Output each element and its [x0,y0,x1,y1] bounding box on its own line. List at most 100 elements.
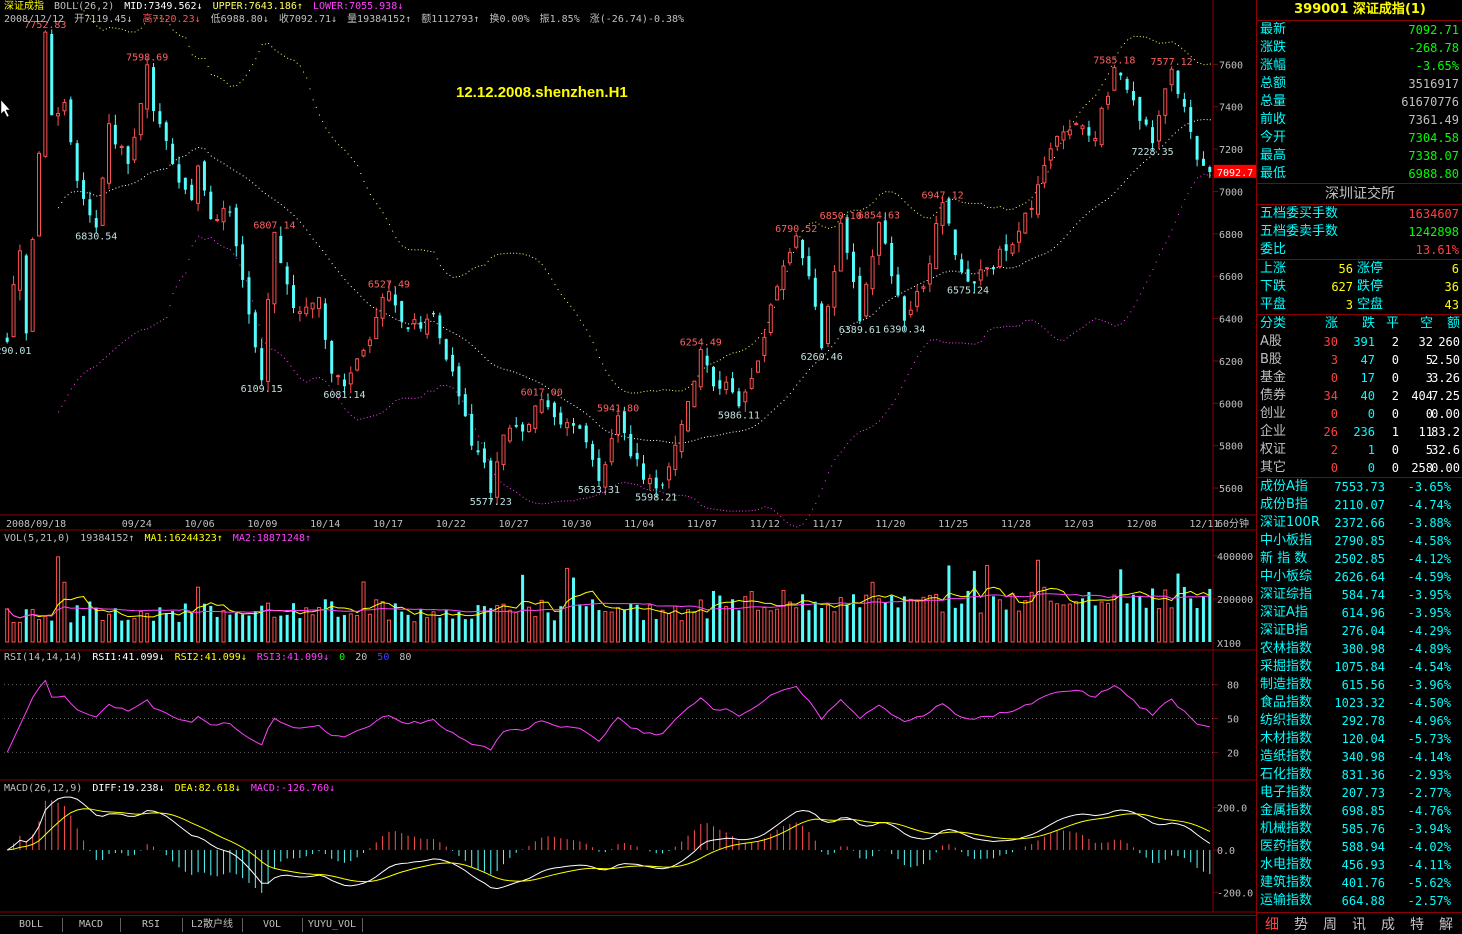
boll-upper-line-dot [198,58,200,60]
candle-body [947,198,951,224]
boll-lower-line-dot [974,343,976,345]
boll-mid-line-dot [643,439,645,441]
index-row[interactable]: 造纸指数 340.98 -4.14% [1257,748,1462,766]
boll-lower-line-dot [411,397,413,399]
index-row[interactable]: 中小板指 2790.85 -4.58% [1257,532,1462,550]
boll-upper-line-dot [93,21,95,23]
candle-body [533,405,538,429]
boll-mid-line-dot [875,310,877,312]
info-amplitude: 振1.85% [539,14,580,25]
chart-area[interactable]: 5600 5800 6000 6200 6400 6600 6800 7000 7200 7400… [0,0,1256,933]
index-row[interactable]: 食品指数 1023.32 -4.50% [1257,694,1462,712]
boll-mid-line-dot [1203,119,1205,121]
index-row[interactable]: 运输指数 664.88 -2.57% [1257,892,1462,910]
tab-rsi[interactable]: RSI [120,918,183,932]
boll-upper-line-dot [86,14,88,16]
boll-lower-line-dot [83,372,85,374]
boll-lower-line-dot [691,497,693,499]
index-row[interactable]: 深证A指 614.96 -3.95% [1257,604,1462,622]
candle-body [724,381,729,391]
volume-bar [310,614,315,643]
index-row[interactable]: 纺织指数 292.78 -4.96% [1257,712,1462,730]
tab-yuyu-vol[interactable]: YUYU_VOL [302,918,363,932]
candle-body [921,286,926,289]
index-price: 292.78 [1341,714,1385,728]
boll-upper-line-dot [716,360,718,362]
boll-lower-line-dot [414,397,416,399]
quote-value: 7304.58 [1408,131,1459,145]
panel-tab[interactable]: 特 [1410,917,1424,933]
panel-tab[interactable]: 势 [1294,917,1308,933]
boll-mid-line-dot [866,317,868,319]
volume-bar [132,618,137,643]
boll-upper-line-dot [159,17,161,19]
tab-macd[interactable]: MACD [62,918,121,932]
boll-mid-line-dot [1095,206,1097,208]
chart-canvas[interactable]: 5600580060006200640066006800700072007400… [0,0,1256,933]
candle-body [24,255,28,334]
boll-mid-line-dot [882,304,884,306]
boll-lower-line-dot [299,377,301,379]
boll-lower-line-dot [1133,306,1135,308]
boll-mid-line-dot [598,425,600,427]
index-row[interactable]: 深证B指 276.04 -4.29% [1257,622,1462,640]
panel-tab[interactable]: 成 [1381,917,1395,933]
panel-tab[interactable]: 讯 [1352,917,1366,933]
tab-boll[interactable]: BOLL [0,918,63,932]
panel-tab[interactable]: 解 [1439,917,1453,933]
boll-mid-line-dot [77,190,79,192]
boll-lower-line-dot [538,502,540,504]
boll-mid-line-dot [207,152,209,154]
candle-body [183,177,187,190]
boll-mid-line-dot [1130,174,1132,176]
index-row[interactable]: 机械指数 585.76 -3.94% [1257,820,1462,838]
info-high: 高7120.23↓ [142,14,201,25]
tab-vol[interactable]: VOL [242,918,303,932]
index-row[interactable]: 电子指数 207.73 -2.77% [1257,784,1462,802]
index-row[interactable]: 新 指 数 2502.85 -4.12% [1257,550,1462,568]
volume-bar [463,619,467,642]
vol-value: 19384152↑ [80,533,135,544]
index-row[interactable]: 建筑指数 401.76 -5.62% [1257,874,1462,892]
volume-bar [11,621,16,643]
panel-tab[interactable]: 细 [1265,917,1279,933]
index-row[interactable]: 制造指数 615.56 -3.96% [1257,676,1462,694]
boll-lower-line-dot [745,510,747,512]
candle-body [501,434,506,465]
volume-bar [145,613,150,643]
index-row[interactable]: 医药指数 588.94 -4.02% [1257,838,1462,856]
boll-lower-line-dot [344,408,346,410]
boll-mid-line-dot [255,184,257,186]
index-row[interactable]: 成份A指 7553.73 -3.65% [1257,478,1462,496]
boll-mid-line-dot [140,178,142,180]
volume-bar [56,556,61,643]
panel-tab[interactable]: 周 [1323,917,1337,933]
boll-lower-line-dot [637,484,639,486]
index-row[interactable]: 成份B指 2110.07 -4.74% [1257,496,1462,514]
tab-l2[interactable]: L2散户线 [182,918,243,932]
boll-lower-line-dot [306,381,308,383]
boll-lower-line-dot [1206,174,1208,176]
order-row: 委比 13.61% [1257,241,1462,259]
boll-mid-line-dot [458,335,460,337]
boll-lower-line-dot [474,428,476,430]
index-row[interactable]: 金属指数 698.85 -4.76% [1257,802,1462,820]
candle-body [622,411,626,434]
index-row[interactable]: 石化指数 831.36 -2.93% [1257,766,1462,784]
hdr-mid: MID:7349.562↓ [124,1,203,12]
index-row[interactable]: 水电指数 456.93 -4.11% [1257,856,1462,874]
index-row[interactable]: 采掘指数 1075.84 -4.54% [1257,658,1462,676]
boll-lower-line-dot [843,447,845,449]
index-row[interactable]: 深证综指 584.74 -3.95% [1257,586,1462,604]
candle-body [361,349,366,357]
index-row[interactable]: 木材指数 120.04 -5.73% [1257,730,1462,748]
candle-body [380,296,385,319]
candle-body [539,399,544,413]
candle-body [896,274,900,296]
boll-mid-line-dot [761,420,763,422]
boll-upper-line-dot [662,389,664,391]
index-row[interactable]: 深证100R 2372.66 -3.88% [1257,514,1462,532]
index-row[interactable]: 农林指数 380.98 -4.89% [1257,640,1462,658]
boll-mid-line-dot [1034,256,1036,258]
index-row[interactable]: 中小板综 2626.64 -4.59% [1257,568,1462,586]
